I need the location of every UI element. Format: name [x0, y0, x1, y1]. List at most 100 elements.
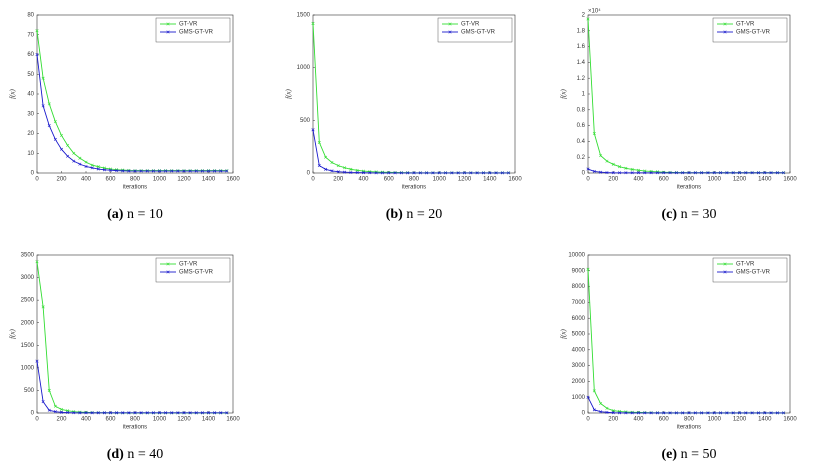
point-marker [96, 411, 100, 415]
point-marker [507, 171, 511, 175]
point-marker [35, 359, 39, 363]
x-tick-label: 1400 [758, 417, 772, 423]
point-marker [599, 402, 603, 406]
y-tick-label: 70 [27, 32, 34, 38]
x-tick-label: 600 [105, 177, 116, 183]
point-marker [324, 167, 328, 171]
point-marker [164, 169, 168, 173]
y-tick-label: 3500 [21, 253, 35, 259]
y-tick-label: 60 [27, 52, 34, 58]
point-marker [194, 411, 198, 415]
point-marker [72, 411, 76, 415]
point-marker [121, 411, 125, 415]
point-marker [72, 151, 76, 155]
point-marker [225, 411, 229, 415]
point-marker [605, 159, 609, 163]
caption-text: n = 50 [681, 447, 717, 462]
point-marker [139, 411, 143, 415]
y-tick-label: 1.6 [577, 44, 586, 50]
point-marker [444, 171, 448, 175]
point-marker [219, 411, 223, 415]
point-marker [41, 305, 45, 309]
point-marker [41, 104, 45, 108]
y-tick-label: 4000 [572, 347, 586, 353]
point-marker [47, 408, 51, 412]
y-tick-label: 0.4 [577, 139, 586, 145]
point-marker [630, 167, 634, 171]
y-tick-label: 2000 [21, 320, 35, 326]
x-tick-label: 600 [659, 177, 670, 183]
legend-label: GT-VR [461, 22, 480, 28]
point-marker [213, 169, 217, 173]
point-marker [182, 411, 186, 415]
point-marker [355, 168, 359, 172]
point-marker [624, 411, 628, 415]
x-tick-label: 200 [608, 177, 619, 183]
point-marker [53, 120, 57, 124]
point-marker [343, 170, 347, 174]
x-tick-label: 800 [684, 177, 695, 183]
point-marker [630, 411, 634, 415]
legend-marker [723, 270, 727, 274]
point-marker [66, 143, 70, 147]
x-tick-label: 1000 [708, 177, 722, 183]
x-tick-label: 600 [384, 177, 395, 183]
y-tick-label: 0.8 [577, 107, 586, 113]
series-line [587, 396, 784, 414]
point-marker [636, 411, 641, 415]
point-marker [336, 170, 340, 174]
legend-label: GT-VR [736, 22, 755, 28]
legend-marker [723, 30, 727, 34]
point-marker [387, 171, 391, 175]
legend-label: GT-VR [736, 262, 755, 268]
point-marker [782, 171, 786, 175]
point-marker [643, 411, 647, 415]
point-marker [599, 170, 603, 174]
legend-box [437, 17, 513, 43]
point-marker [605, 171, 609, 175]
point-marker [456, 171, 460, 175]
point-marker [437, 171, 441, 175]
x-tick-label: 1200 [177, 417, 191, 423]
point-marker [157, 411, 162, 415]
point-marker [317, 140, 321, 144]
point-marker [668, 411, 672, 415]
point-marker [41, 400, 45, 404]
x-tick-label: 1000 [153, 417, 167, 423]
legend-marker [723, 262, 727, 266]
point-marker [599, 154, 603, 158]
point-marker [53, 404, 57, 408]
legend-label: GMS-GT-VR [179, 270, 214, 276]
x-tick-label: 400 [81, 177, 92, 183]
point-marker [115, 411, 119, 415]
caption-text: n = 40 [127, 447, 163, 462]
y-tick-label: 0 [31, 171, 35, 177]
legend-marker [723, 22, 727, 26]
y-tick-label: 1.8 [577, 28, 586, 34]
point-marker [317, 164, 321, 168]
legend-label: GMS-GT-VR [736, 270, 771, 276]
point-marker [605, 410, 609, 414]
point-marker [611, 162, 615, 166]
y-tick-label: 1.2 [577, 76, 586, 82]
point-marker [700, 411, 704, 415]
point-marker [47, 102, 51, 106]
y-tick-label: 1000 [21, 365, 35, 371]
point-marker [213, 411, 217, 415]
legend-box [155, 17, 231, 43]
point-marker [750, 411, 754, 415]
point-marker [605, 406, 609, 410]
point-marker [725, 411, 729, 415]
legend-marker [166, 270, 170, 274]
y-tick-label: 7000 [572, 300, 586, 306]
point-marker [78, 411, 82, 415]
point-marker [618, 171, 622, 175]
point-marker [399, 171, 403, 175]
point-marker [592, 408, 596, 412]
point-marker [90, 166, 94, 170]
x-tick-label: 600 [659, 417, 670, 423]
point-marker [450, 171, 454, 175]
point-marker [108, 168, 113, 172]
point-marker [53, 137, 57, 141]
point-marker [662, 171, 666, 175]
